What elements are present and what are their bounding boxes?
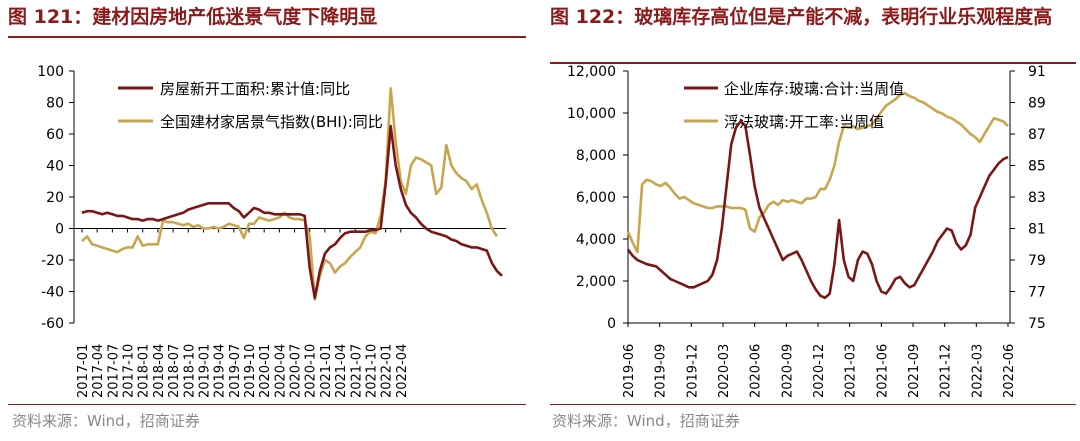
y-tick-label: -60 (41, 316, 64, 332)
title-rule-1 (8, 36, 526, 38)
y-tick-label: -40 (41, 285, 64, 301)
x-tick-label: 2019-12 (685, 344, 700, 398)
x-tick-label: 2021-10 (364, 344, 379, 398)
x-tick-label: 2019-09 (654, 344, 669, 398)
x-tick-label: 2022-04 (395, 344, 410, 398)
y-left-tick-label: 2,000 (576, 274, 616, 290)
y-left-tick-label: 10,000 (567, 106, 616, 122)
x-tick-label: 2017-10 (122, 344, 137, 398)
y-left-tick-label: 12,000 (567, 64, 616, 80)
x-tick-label: 2018-07 (167, 344, 182, 398)
x-tick-label: 2019-10 (243, 344, 258, 398)
x-tick-label: 2019-04 (213, 344, 228, 398)
x-tick-label: 2020-01 (258, 344, 273, 398)
y-right-tick-label: 83 (1028, 190, 1046, 206)
x-tick-label: 2018-04 (152, 344, 167, 398)
series-line-bhi (81, 87, 498, 301)
x-tick-label: 2021-07 (349, 344, 364, 398)
x-tick-label: 2021-09 (907, 344, 922, 398)
y-tick-label: 80 (46, 96, 64, 112)
x-tick-label: 2021-04 (334, 344, 349, 398)
x-tick-label: 2018-10 (182, 344, 197, 398)
x-tick-label: 2020-10 (304, 344, 319, 398)
legend-label-bhi: 全国建材家居景气指数(BHI):同比 (160, 113, 383, 131)
x-tick-label: 2020-12 (812, 344, 827, 398)
x-tick-label: 2022-01 (380, 344, 395, 398)
x-tick-label: 2017-04 (91, 344, 106, 398)
source-rule-1 (8, 404, 526, 405)
y-tick-label: 60 (46, 127, 64, 143)
y-tick-label: 0 (55, 222, 64, 238)
x-tick-label: 2021-01 (319, 344, 334, 398)
x-tick-label: 2019-01 (197, 344, 212, 398)
x-tick-label: 2020-07 (289, 344, 304, 398)
legend-label-operating-rate: 浮法玻璃:开工率:当周值 (724, 113, 884, 131)
x-tick-label: 2021-12 (939, 344, 954, 398)
x-tick-label: 2017-07 (106, 344, 121, 398)
chart-panel-2: 图 122：玻璃库存高位但是产能不减，表明行业乐观程度高 12,000 10,00… (548, 0, 1080, 441)
y-right-tick-label: 89 (1028, 96, 1046, 112)
x-tick-label: 2020-03 (717, 344, 732, 398)
y-tick-label: 100 (37, 64, 64, 80)
x-tick-label: 2021-03 (844, 344, 859, 398)
chart-title-1: 图 121：建材因房地产低迷景气度下降明显 (8, 6, 378, 28)
x-tick-label: 2018-01 (137, 344, 152, 398)
y-tick-label: -20 (41, 253, 64, 269)
x-tick-label: 2019-07 (228, 344, 243, 398)
title-rule-2 (550, 62, 1076, 64)
y-tick-label: 40 (46, 159, 64, 175)
legend-label-glass-inventory: 企业库存:玻璃:合计:当周值 (724, 80, 904, 98)
x-tick-label: 2020-09 (780, 344, 795, 398)
y-left-tick-label: 0 (607, 316, 616, 332)
y-right-tick-label: 81 (1028, 222, 1046, 238)
x-tick-label: 2020-04 (273, 344, 288, 398)
chart-panel-1: 图 121：建材因房地产低迷景气度下降明显 100 80 60 40 20 0 -20 -40… (0, 0, 530, 441)
y-left-tick-label: 4,000 (576, 232, 616, 248)
y-right-tick-label: 87 (1028, 127, 1046, 143)
y-left-tick-label: 8,000 (576, 148, 616, 164)
y-right-tick-label: 79 (1028, 253, 1046, 269)
series-line-operating-rate (626, 91, 1009, 254)
y-right-tick-label: 91 (1028, 64, 1046, 80)
legend-label-new-construction: 房屋新开工面积:累计值:同比 (160, 80, 350, 98)
x-tick-label: 2020-06 (749, 344, 764, 398)
series-line-glass-inventory (626, 120, 1009, 300)
x-tick-label: 2022-03 (970, 344, 985, 398)
y-left-tick-label: 6,000 (576, 190, 616, 206)
y-right-tick-label: 77 (1028, 285, 1046, 301)
x-tick-label: 2019-06 (622, 344, 637, 398)
x-tick-label: 2021-06 (875, 344, 890, 398)
series-line-new-construction (81, 124, 503, 300)
y-right-tick-label: 75 (1028, 316, 1046, 332)
x-tick-label: 2022-06 (1002, 344, 1017, 398)
x-tick-label: 2017-01 (76, 344, 91, 398)
source-note-2: 资料来源：Wind，招商证券 (552, 412, 740, 430)
y-right-tick-label: 85 (1028, 159, 1046, 175)
source-note-1: 资料来源：Wind，招商证券 (12, 412, 200, 430)
y-tick-label: 20 (46, 190, 64, 206)
line-chart-2: 12,000 10,000 8,000 6,000 4,000 2,000 0 91 89 87 8… (567, 64, 1046, 398)
chart-title-2: 图 122：玻璃库存高位但是产能不减，表明行业乐观程度高 (550, 6, 1053, 28)
source-rule-2 (550, 404, 1076, 405)
